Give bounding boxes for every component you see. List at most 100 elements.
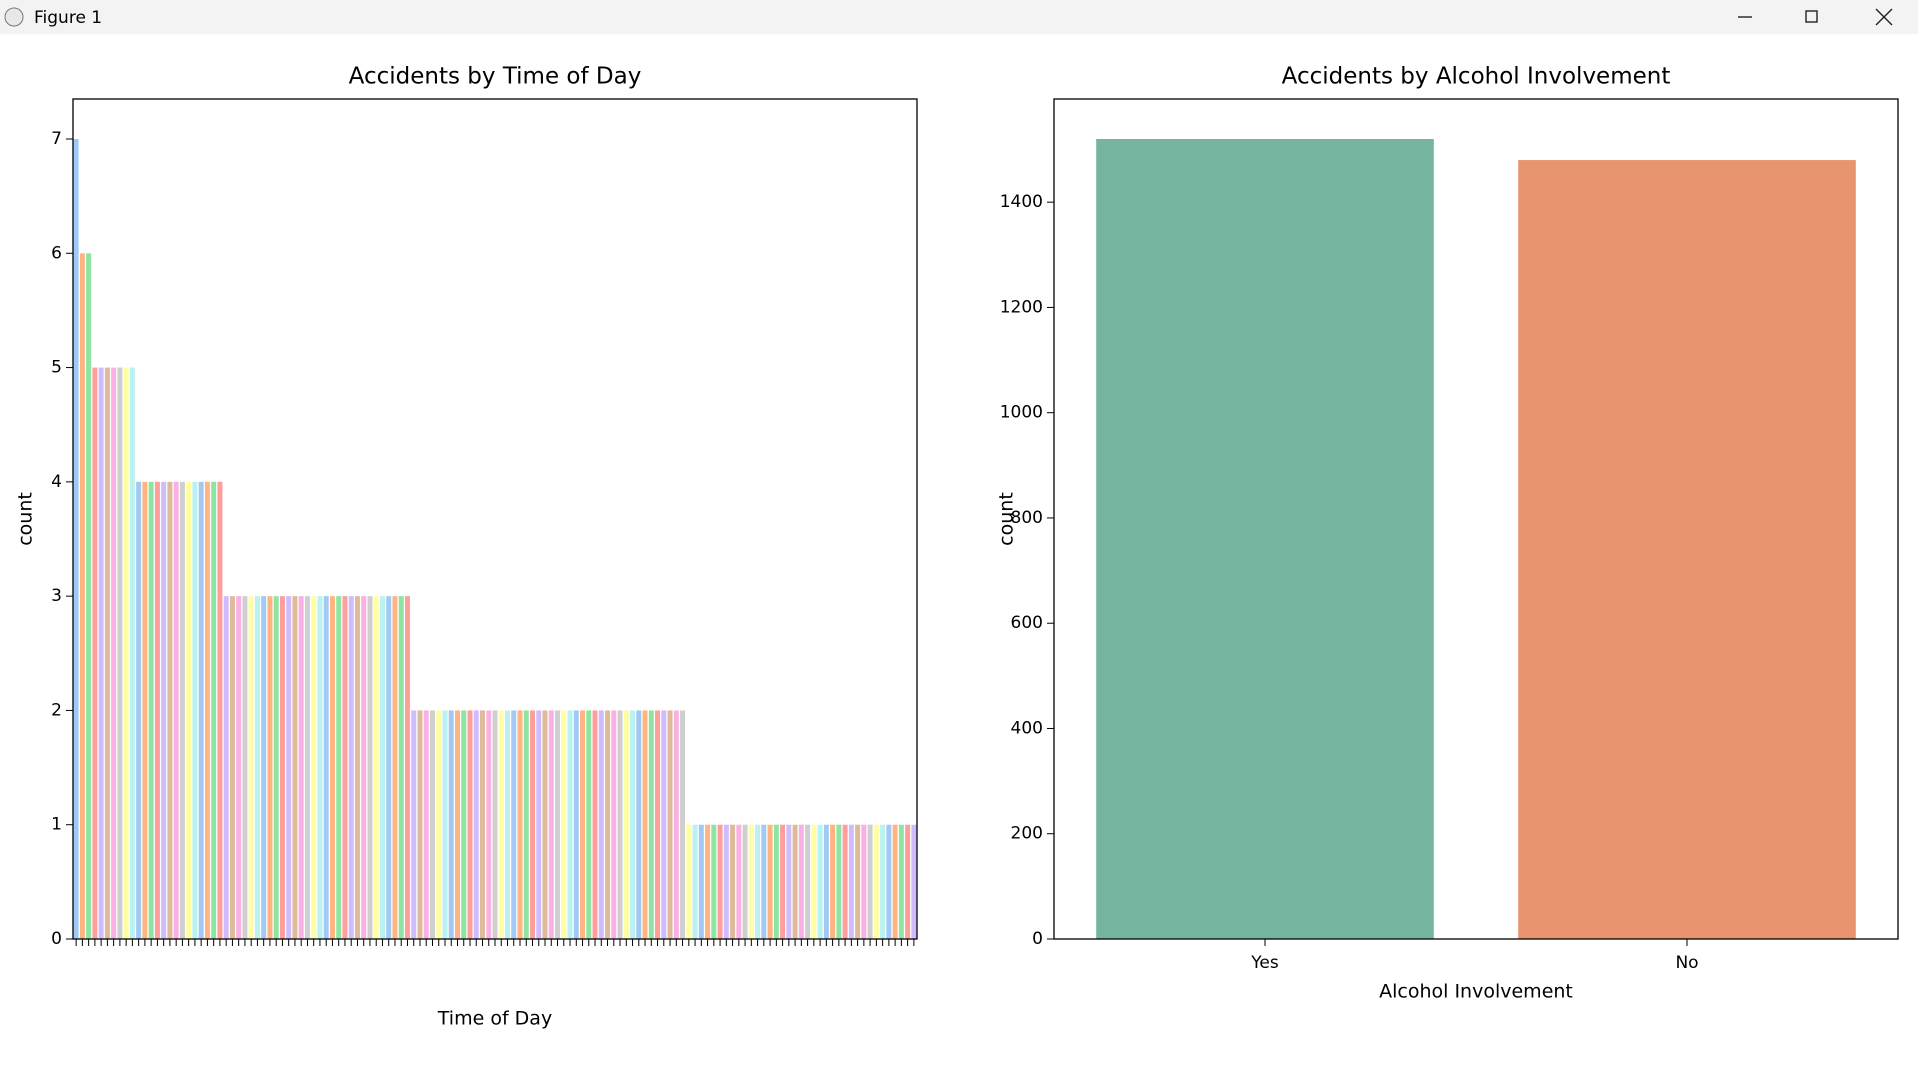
y-tick-label: 1200 xyxy=(1000,297,1043,317)
chart-title: Accidents by Alcohol Involvement xyxy=(1282,64,1671,90)
bar xyxy=(361,596,367,939)
window-title: Figure 1 xyxy=(34,8,102,28)
bar xyxy=(617,710,623,939)
bar xyxy=(736,824,742,939)
bar xyxy=(104,367,110,940)
bar xyxy=(154,481,160,939)
y-tick-label: 0 xyxy=(51,929,62,949)
bar xyxy=(398,596,404,939)
bar xyxy=(655,710,661,939)
bar xyxy=(142,481,148,939)
y-tick-label: 2 xyxy=(51,700,62,720)
bar xyxy=(136,481,142,939)
bar xyxy=(805,824,811,939)
bar xyxy=(855,824,861,939)
bar xyxy=(86,253,92,940)
bar xyxy=(798,824,804,939)
title-bar xyxy=(0,0,1918,34)
bar xyxy=(248,596,254,939)
bar xyxy=(273,596,279,939)
bar xyxy=(598,710,604,939)
bar xyxy=(730,824,736,939)
bar xyxy=(748,824,754,939)
y-tick-label: 1 xyxy=(51,815,62,835)
bar xyxy=(786,824,792,939)
bar xyxy=(79,253,85,940)
x-axis-label: Alcohol Involvement xyxy=(1379,981,1573,1003)
bar xyxy=(780,824,786,939)
bar xyxy=(648,710,654,939)
bar xyxy=(461,710,467,939)
bar xyxy=(705,824,711,939)
bar xyxy=(148,481,154,939)
bar xyxy=(548,710,554,939)
bar xyxy=(386,596,392,939)
bar xyxy=(336,596,342,939)
bar xyxy=(555,710,561,939)
y-tick-label: 200 xyxy=(1011,824,1043,844)
bar xyxy=(642,710,648,939)
bar xyxy=(254,596,260,939)
bar xyxy=(436,710,442,939)
bar xyxy=(767,824,773,939)
bar xyxy=(129,367,135,940)
bar xyxy=(742,824,748,939)
bar xyxy=(298,596,304,939)
bar xyxy=(680,710,686,939)
bar xyxy=(223,596,229,939)
bar xyxy=(479,710,485,939)
close-button[interactable] xyxy=(1875,8,1893,26)
bar xyxy=(486,710,492,939)
bar xyxy=(605,710,611,939)
bar xyxy=(836,824,842,939)
bar xyxy=(454,710,460,939)
bar xyxy=(630,710,636,939)
bar xyxy=(373,596,379,939)
bar xyxy=(567,710,573,939)
bar xyxy=(717,824,723,939)
bar xyxy=(723,824,729,939)
bar xyxy=(792,824,798,939)
bar xyxy=(661,710,667,939)
bar xyxy=(711,824,717,939)
bar xyxy=(204,481,210,939)
bar xyxy=(817,824,823,939)
bar xyxy=(830,824,836,939)
bar xyxy=(811,824,817,939)
bar xyxy=(304,596,310,939)
y-tick-label: 5 xyxy=(51,358,62,378)
app-icon xyxy=(4,7,24,27)
bar xyxy=(867,824,873,939)
bar xyxy=(198,481,204,939)
bar xyxy=(573,710,579,939)
bar xyxy=(911,824,917,939)
bar xyxy=(667,710,673,939)
bar xyxy=(1518,160,1856,940)
bar xyxy=(286,596,292,939)
bar xyxy=(367,596,373,939)
bar xyxy=(392,596,398,939)
bar xyxy=(530,710,536,939)
y-tick-label: 600 xyxy=(1011,613,1043,633)
bar xyxy=(161,481,167,939)
x-axis-label: Time of Day xyxy=(437,1008,552,1030)
bar xyxy=(511,710,517,939)
bar xyxy=(192,481,198,939)
bar xyxy=(611,710,617,939)
bar xyxy=(517,710,523,939)
bar xyxy=(673,710,679,939)
restore-button[interactable] xyxy=(1805,10,1818,23)
bar xyxy=(98,367,104,940)
y-tick-label: 7 xyxy=(51,129,62,149)
bar xyxy=(404,596,410,939)
bar xyxy=(892,824,898,939)
y-tick-label: 0 xyxy=(1032,929,1043,949)
x-tick-label: Yes xyxy=(1250,953,1279,973)
bar xyxy=(523,710,529,939)
bar xyxy=(348,596,354,939)
bar xyxy=(842,824,848,939)
bar xyxy=(354,596,360,939)
bar xyxy=(561,710,567,939)
bar xyxy=(861,824,867,939)
bar xyxy=(505,710,511,939)
